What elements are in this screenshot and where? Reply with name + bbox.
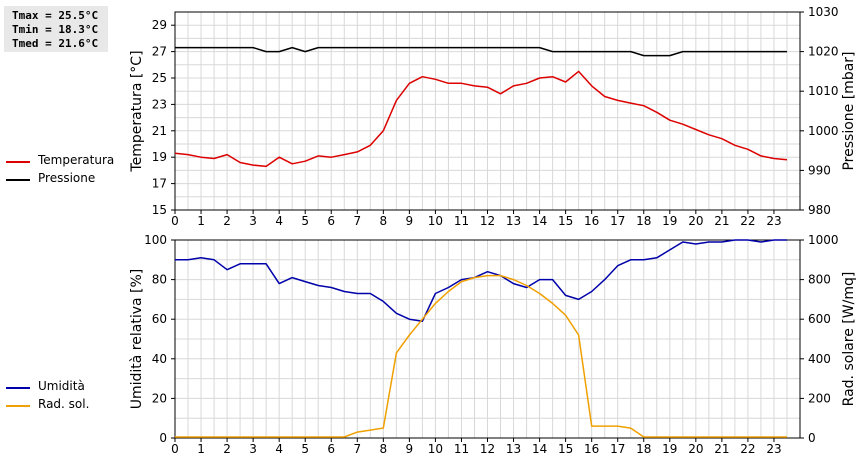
x-tick-label: 11 xyxy=(454,214,469,228)
x-tick-label: 13 xyxy=(506,214,521,228)
x-tick-label: 17 xyxy=(610,214,625,228)
x-tick-label: 2 xyxy=(223,442,231,456)
x-tick-label: 19 xyxy=(662,442,677,456)
y-tick-label: 19 xyxy=(152,150,167,164)
x-tick-label: 0 xyxy=(171,442,179,456)
y2-tick-label: 1000 xyxy=(808,124,839,138)
stats-box: Tmax = 25.5°C Tmin = 18.3°C Tmed = 21.6°… xyxy=(4,6,108,52)
y2-tick-label: 1000 xyxy=(808,233,839,247)
legend-label-radsol: Rad. sol. xyxy=(38,397,90,411)
y-tick-label: 23 xyxy=(152,97,167,111)
y-tick-label: 100 xyxy=(144,233,167,247)
y2-axis-label: Pressione [mbar] xyxy=(841,51,857,170)
y-tick-label: 17 xyxy=(152,177,167,191)
y2-tick-label: 200 xyxy=(808,391,831,405)
y-tick-label: 21 xyxy=(152,124,167,138)
x-tick-label: 10 xyxy=(428,214,443,228)
x-tick-label: 8 xyxy=(380,214,388,228)
y-axis-label: Temperatura [°C] xyxy=(129,50,145,172)
x-tick-label: 9 xyxy=(406,442,414,456)
x-tick-label: 5 xyxy=(301,214,309,228)
x-tick-label: 22 xyxy=(740,442,755,456)
x-tick-label: 4 xyxy=(275,214,283,228)
x-tick-label: 15 xyxy=(558,214,573,228)
x-tick-label: 22 xyxy=(740,214,755,228)
x-tick-label: 6 xyxy=(327,442,335,456)
x-tick-label: 19 xyxy=(662,214,677,228)
y-tick-label: 27 xyxy=(152,45,167,59)
y-tick-label: 60 xyxy=(152,312,167,326)
y2-tick-label: 990 xyxy=(808,163,831,177)
x-tick-label: 4 xyxy=(275,442,283,456)
x-tick-label: 8 xyxy=(380,442,388,456)
chart-top: 0 1 2 3 4 5 6 7 8 9 10 11 12 13 14 15 16 17 18 19 20 21 22 2315… xyxy=(129,5,857,228)
y2-tick-label: 1020 xyxy=(808,45,839,59)
y-tick-label: 0 xyxy=(159,431,167,445)
y2-tick-label: 800 xyxy=(808,273,831,287)
legend-swatch-radsol xyxy=(6,405,30,407)
x-tick-label: 6 xyxy=(327,214,335,228)
y2-tick-label: 1010 xyxy=(808,84,839,98)
x-tick-label: 21 xyxy=(714,214,729,228)
y-tick-label: 20 xyxy=(152,391,167,405)
x-tick-label: 2 xyxy=(223,214,231,228)
x-tick-label: 23 xyxy=(766,214,781,228)
y-tick-label: 29 xyxy=(152,18,167,32)
y-tick-label: 80 xyxy=(152,273,167,287)
x-tick-label: 14 xyxy=(532,214,547,228)
y2-axis-label: Rad. solare [W/mq] xyxy=(841,272,857,407)
series-line-temperatura xyxy=(174,70,788,168)
x-tick-label: 1 xyxy=(197,214,205,228)
x-tick-label: 3 xyxy=(249,214,257,228)
y2-tick-label: 980 xyxy=(808,203,831,217)
y2-tick-label: 1030 xyxy=(808,5,839,19)
x-tick-label: 12 xyxy=(480,214,495,228)
y-axis-label: Umidità relativa [%] xyxy=(129,269,145,410)
series-line-pressione xyxy=(175,46,787,57)
x-tick-label: 11 xyxy=(454,442,469,456)
x-tick-label: 12 xyxy=(480,442,495,456)
y-tick-label: 40 xyxy=(152,352,167,366)
tmed-label: Tmed = 21.6°C xyxy=(12,37,99,50)
legend-swatch-umidita xyxy=(6,387,30,389)
tmin-label: Tmin = 18.3°C xyxy=(12,23,99,36)
y2-tick-label: 400 xyxy=(808,352,831,366)
x-tick-label: 3 xyxy=(249,442,257,456)
x-tick-label: 23 xyxy=(766,442,781,456)
series-line-umidit xyxy=(175,239,787,322)
x-tick-label: 15 xyxy=(558,442,573,456)
x-tick-label: 5 xyxy=(301,442,309,456)
y-tick-label: 15 xyxy=(152,203,167,217)
legend-label-umidita: Umidità xyxy=(38,379,85,393)
x-tick-label: 13 xyxy=(506,442,521,456)
legend-label-pressione: Pressione xyxy=(38,171,96,185)
x-tick-label: 20 xyxy=(688,214,703,228)
legend-label-temperatura: Temperatura xyxy=(38,153,115,167)
x-tick-label: 7 xyxy=(353,214,361,228)
x-tick-label: 14 xyxy=(532,442,547,456)
x-tick-label: 20 xyxy=(688,442,703,456)
x-tick-label: 7 xyxy=(353,442,361,456)
x-tick-label: 10 xyxy=(428,442,443,456)
x-tick-label: 16 xyxy=(584,214,599,228)
x-tick-label: 18 xyxy=(636,214,651,228)
x-tick-label: 18 xyxy=(636,442,651,456)
x-tick-label: 9 xyxy=(406,214,414,228)
x-tick-label: 16 xyxy=(584,442,599,456)
series-line-rad-sol xyxy=(175,274,787,438)
chart-bottom: 0 1 2 3 4 5 6 7 8 9 10 11 12 13 14 15 16 17 18 19 20 21 22 2302… xyxy=(129,233,857,456)
y-tick-label: 25 xyxy=(152,71,167,85)
x-tick-label: 1 xyxy=(197,442,205,456)
x-tick-label: 0 xyxy=(171,214,179,228)
x-tick-label: 21 xyxy=(714,442,729,456)
y2-tick-label: 0 xyxy=(808,431,816,445)
legend-swatch-temperatura xyxy=(6,161,30,163)
y2-tick-label: 600 xyxy=(808,312,831,326)
x-tick-label: 17 xyxy=(610,442,625,456)
tmax-label: Tmax = 25.5°C xyxy=(12,9,99,22)
legend-swatch-pressione xyxy=(6,179,30,181)
